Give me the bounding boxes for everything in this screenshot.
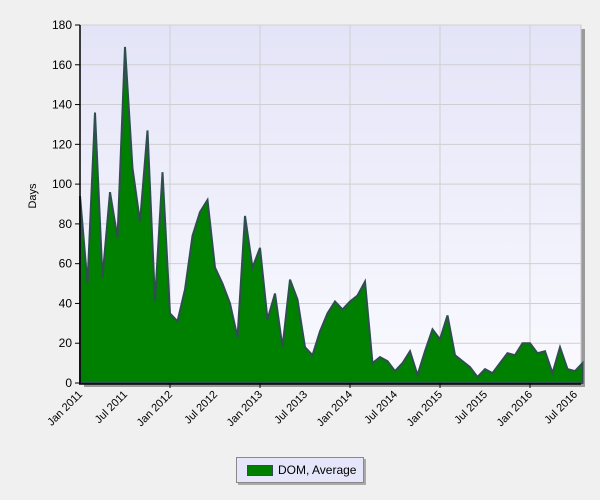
legend-label: DOM, Average xyxy=(278,463,357,477)
y-tick-label: 160 xyxy=(52,58,72,72)
x-tick-label: Jul 2015 xyxy=(452,389,490,427)
y-tick-label: 20 xyxy=(59,336,73,350)
legend: DOM, Average xyxy=(236,457,364,483)
x-tick-label: Jan 2011 xyxy=(45,389,85,429)
x-tick-label: Jul 2014 xyxy=(362,389,400,427)
y-tick-label: 40 xyxy=(59,296,73,310)
y-ticks: 0 20 40 60 80 100 120 140 160 180 xyxy=(52,18,80,390)
x-tick-label: Jan 2016 xyxy=(495,389,535,429)
x-tick-label: Jul 2013 xyxy=(272,389,310,427)
y-tick-label: 120 xyxy=(52,137,72,151)
legend-swatch xyxy=(247,464,273,476)
y-tick-label: 60 xyxy=(59,257,73,271)
x-tick-label: Jan 2012 xyxy=(135,389,175,429)
x-tick-label: Jan 2014 xyxy=(315,389,355,429)
x-tick-label: Jul 2016 xyxy=(542,389,580,427)
y-tick-label: 100 xyxy=(52,177,72,191)
y-tick-label: 0 xyxy=(65,376,72,390)
x-ticks: Jan 2011 Jul 2011 Jan 2012 Jul 2012 Jan 2013… xyxy=(45,383,580,429)
y-tick-label: 180 xyxy=(52,18,72,32)
data-area xyxy=(79,46,584,384)
x-tick-label: Jan 2013 xyxy=(225,389,265,429)
y-tick-label: 80 xyxy=(59,217,73,231)
y-tick-label: 140 xyxy=(52,98,72,112)
y-axis-label: Days xyxy=(27,183,39,209)
x-tick-label: Jul 2011 xyxy=(93,389,130,426)
x-tick-label: Jan 2015 xyxy=(405,389,445,429)
x-tick-label: Jul 2012 xyxy=(182,389,220,427)
